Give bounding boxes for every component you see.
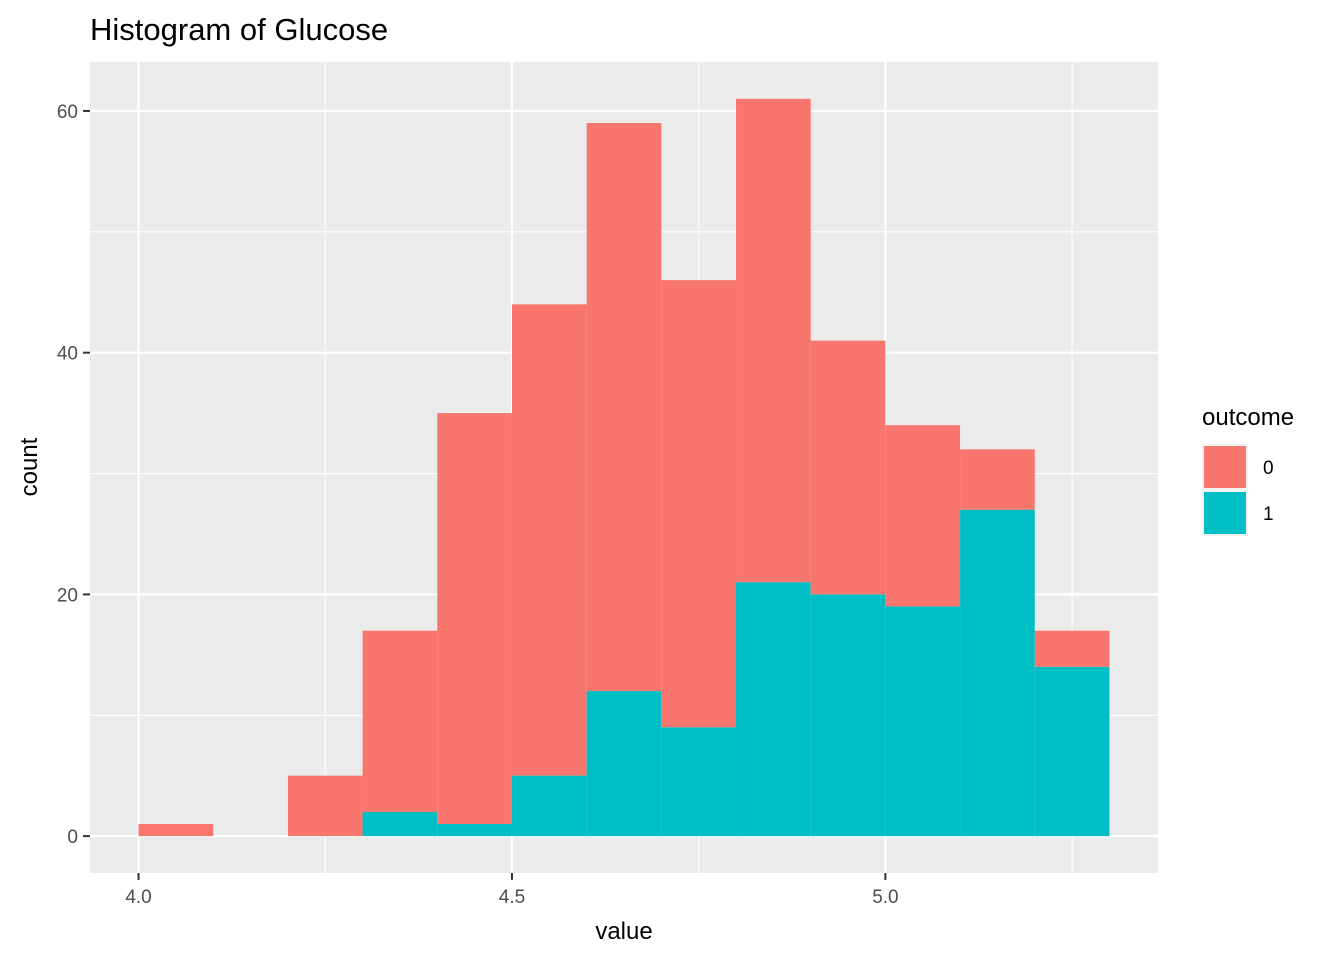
x-axis: 4.0 4.5 5.0 xyxy=(125,873,899,908)
bar-outcome-0 xyxy=(362,630,438,812)
legend-label-0: 0 xyxy=(1263,458,1274,479)
legend-title: outcome xyxy=(1202,404,1294,431)
bar-outcome-1 xyxy=(586,691,662,837)
histogram-bars xyxy=(138,98,1110,837)
bar-outcome-0 xyxy=(661,280,737,728)
bar-outcome-0 xyxy=(586,123,662,692)
bar-outcome-0 xyxy=(736,98,811,583)
bar-outcome-0 xyxy=(810,340,886,595)
legend-key-1 xyxy=(1204,492,1246,534)
bar-outcome-1 xyxy=(511,775,587,837)
bar-outcome-1 xyxy=(736,582,811,837)
y-tick-label: 20 xyxy=(57,585,78,606)
y-tick-label: 60 xyxy=(57,102,78,123)
x-tick-label: 4.5 xyxy=(499,887,525,908)
bar-outcome-0 xyxy=(885,425,961,607)
y-axis: 0 20 40 60 xyxy=(57,102,90,848)
legend: outcome 0 1 xyxy=(1202,404,1294,536)
y-tick-label: 40 xyxy=(57,344,78,365)
bar-outcome-0 xyxy=(437,413,512,825)
bar-outcome-1 xyxy=(1034,666,1110,837)
bar-outcome-1 xyxy=(960,509,1035,837)
x-tick-label: 4.0 xyxy=(125,887,151,908)
chart-title: Histogram of Glucose xyxy=(90,12,388,47)
bar-outcome-1 xyxy=(810,594,886,837)
bar-outcome-0 xyxy=(960,449,1035,510)
bar-outcome-0 xyxy=(138,824,214,837)
bar-outcome-0 xyxy=(511,304,587,776)
legend-label-1: 1 xyxy=(1263,504,1274,525)
bar-outcome-1 xyxy=(437,824,512,837)
legend-key-0 xyxy=(1204,446,1246,488)
bar-outcome-0 xyxy=(1034,630,1110,667)
y-tick-label: 0 xyxy=(67,827,78,848)
bar-outcome-0 xyxy=(287,775,363,837)
bar-outcome-1 xyxy=(885,606,961,837)
x-tick-label: 5.0 xyxy=(872,887,898,908)
x-axis-title: value xyxy=(595,918,652,945)
bar-outcome-1 xyxy=(362,811,438,837)
bar-outcome-1 xyxy=(661,727,737,837)
y-axis-title: count xyxy=(16,437,43,496)
